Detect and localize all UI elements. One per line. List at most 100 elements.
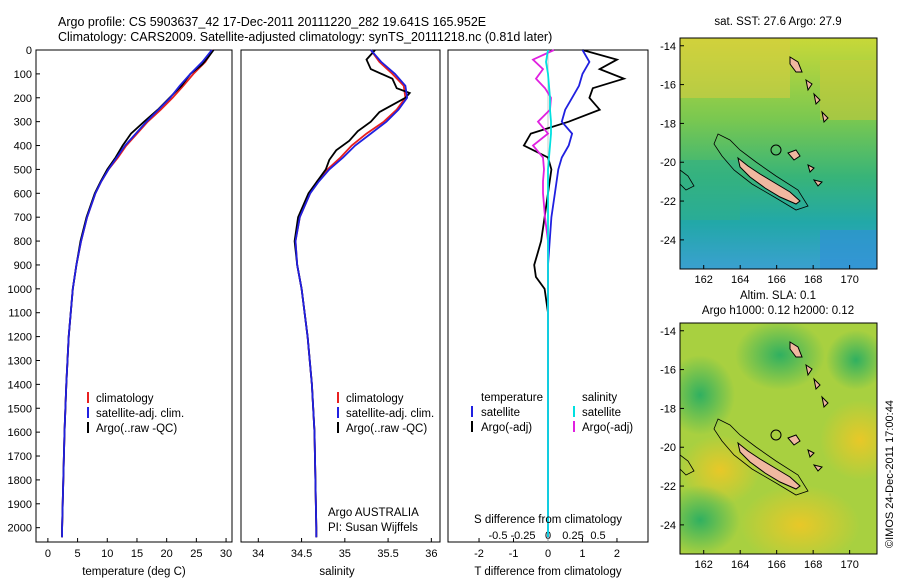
x-tick-label: 0 (545, 548, 551, 560)
sla-map (680, 323, 877, 554)
map-axes: 162 164 166 168 170 -14 -16 -18 -20 -22 -24 (660, 326, 859, 571)
temperature-legend: climatology satellite-adj. clim. Argo(..… (87, 392, 184, 435)
x-tick-label: 168 (804, 274, 822, 286)
sla-map-title-line1: Altim. SLA: 0.1 (740, 290, 816, 302)
y-tick-label: -24 (660, 520, 676, 532)
sla-map-title-line2: Argo h1000: 0.12 h2000: 0.12 (702, 305, 854, 317)
sst-map (680, 38, 877, 269)
sla-low-anomaly (680, 485, 740, 554)
temperature-plot-area (35, 49, 233, 543)
series-line-climatology (294, 49, 407, 538)
top-x-tick-label: -0.5 (489, 530, 508, 542)
legend-header-salinity: salinity (582, 392, 617, 404)
x-tick-label: 34 (252, 548, 264, 560)
sla-map-frame (679, 322, 878, 555)
loyalty-islands (787, 434, 823, 472)
bathymetry-contour (713, 133, 809, 211)
argo-agency-label: Argo AUSTRALIA (328, 507, 419, 519)
x-tick-label: 164 (731, 559, 749, 571)
salinity-legend: climatology satellite-adj. clim. Argo(..… (328, 392, 434, 534)
y-tick-label: 1400 (8, 379, 32, 391)
y-tick-label: 800 (14, 236, 32, 248)
loyalty-islands (787, 149, 823, 187)
legend-label-climatology: climatology (346, 393, 404, 405)
x-tick-label: 2 (614, 548, 620, 560)
sla-high-anomaly (740, 485, 860, 554)
x-tick-label: 20 (161, 548, 173, 560)
new-caledonia-island (737, 156, 801, 205)
y-tick-label: 100 (14, 69, 32, 81)
y-tick-label: 300 (14, 117, 32, 129)
salinity-x-label: salinity (319, 566, 354, 578)
y-tick-label: -14 (660, 41, 676, 53)
legend-label-t-satellite: satellite (481, 407, 520, 419)
x-tick-label: 162 (695, 274, 713, 286)
y-tick-label: 400 (14, 141, 32, 153)
vanuatu-islands (789, 56, 829, 124)
top-x-tick-label: 0.5 (590, 530, 605, 542)
y-tick-label: -16 (660, 80, 676, 92)
y-tick-label: 1600 (8, 427, 32, 439)
top-x-tick-label: 0.25 (562, 530, 583, 542)
series-line-climatology (61, 49, 214, 538)
y-tick-label: 1200 (8, 332, 32, 344)
x-tick-label: 5 (75, 548, 81, 560)
y-tick-label: 200 (14, 93, 32, 105)
y-tick-label: -16 (660, 365, 676, 377)
map-axes: 162 164 166 168 170 -14 -16 -18 -20 -22 -24 (660, 41, 859, 286)
x-tick-label: 10 (101, 548, 113, 560)
legend-label-argo: Argo(..raw -QC) (96, 423, 177, 435)
difference-x-label-top: S difference from climatology (474, 514, 622, 526)
legend-label-satellite: satellite-adj. clim. (346, 408, 434, 420)
title-line1: Argo profile: CS 5903637_42 17-Dec-2011 … (58, 15, 487, 29)
y-tick-label: 2000 (8, 523, 32, 535)
y-tick-label: -18 (660, 118, 676, 130)
series-line-argo (61, 49, 215, 538)
argo-pi-label: PI: Susan Wijffels (328, 522, 418, 534)
x-tick-label: 25 (190, 548, 202, 560)
x-tick-label: 166 (767, 274, 785, 286)
y-tick-label: -22 (660, 481, 676, 493)
series-line-satellite (294, 49, 409, 538)
sst-cool-patch (680, 160, 740, 220)
x-tick-label: 15 (131, 548, 143, 560)
series-line-argo (293, 49, 412, 538)
title-line2: Climatology: CARS2009. Satellite-adjuste… (58, 30, 553, 44)
y-tick-label: 500 (14, 164, 32, 176)
y-tick-label: -18 (660, 403, 676, 415)
x-tick-label: 34.5 (291, 548, 312, 560)
bathymetry-contour (680, 454, 695, 476)
y-tick-label: -20 (660, 157, 676, 169)
y-tick-label: -14 (660, 326, 676, 338)
sst-cold-patch (820, 230, 877, 269)
difference-legend: temperature satellite Argo(-adj) salinit… (471, 392, 633, 434)
bathymetry-contour (680, 169, 695, 191)
series-line-satellite (61, 49, 213, 538)
sla-low-anomaly (735, 323, 825, 390)
legend-label-s-argo: Argo(-adj) (582, 422, 633, 434)
x-tick-label: 164 (731, 274, 749, 286)
legend-label-s-satellite: satellite (582, 407, 621, 419)
bathymetry-contour (713, 418, 809, 496)
credit-label: ©IMOS 24-Dec-2011 17:00:44 (884, 400, 896, 548)
sst-warm-patch (820, 60, 877, 120)
y-tick-label: 1800 (8, 475, 32, 487)
legend-label-argo: Argo(..raw -QC) (346, 423, 427, 435)
y-tick-label: 1700 (8, 451, 32, 463)
y-tick-label: 700 (14, 212, 32, 224)
sst-map-title: sat. SST: 27.6 Argo: 27.9 (714, 16, 841, 28)
x-tick-label: 36 (425, 548, 437, 560)
y-tick-label: 1300 (8, 355, 32, 367)
argo-location-marker (770, 144, 782, 156)
y-tick-label: -22 (660, 196, 676, 208)
x-tick-label: 0 (45, 548, 51, 560)
x-tick-label: -1 (509, 548, 519, 560)
sst-warm-patch (680, 38, 790, 98)
top-x-tick-label: -0.25 (510, 530, 535, 542)
legend-label-t-argo: Argo(-adj) (481, 422, 532, 434)
new-caledonia-island (737, 441, 801, 490)
legend-header-temperature: temperature (481, 392, 543, 404)
legend-label-satellite: satellite-adj. clim. (96, 408, 184, 420)
x-tick-label: 35.5 (377, 548, 398, 560)
